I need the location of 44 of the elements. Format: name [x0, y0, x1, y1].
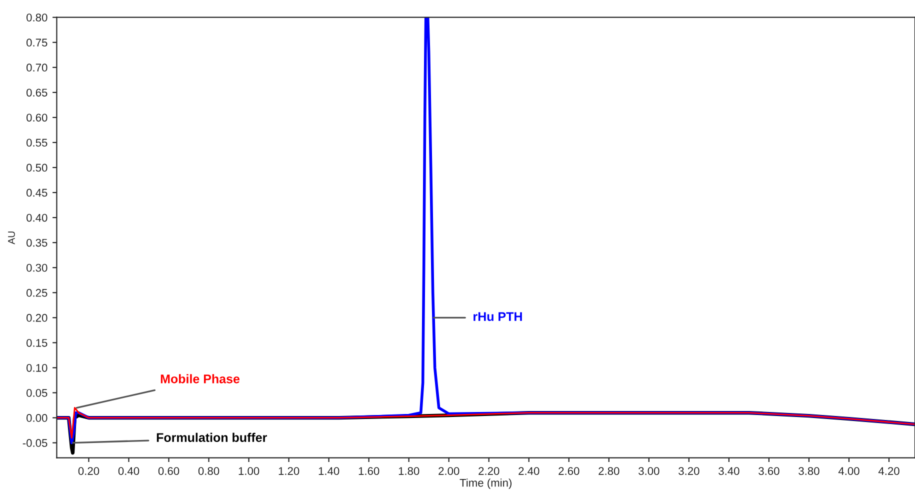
y-tick-label: -0.05 — [22, 439, 48, 447]
y-tick-label: 0.05 — [26, 389, 48, 397]
x-tick-label: 0.60 — [158, 467, 180, 475]
y-tick-label: 0.10 — [26, 364, 48, 372]
x-axis-title: Time (min) — [460, 478, 512, 489]
y-tick-label: 0.30 — [26, 264, 48, 272]
y-tick-label: 0.45 — [26, 188, 48, 197]
x-tick-label: 3.60 — [758, 467, 780, 475]
y-tick-label: 0.70 — [26, 64, 48, 72]
x-tick-label: 4.20 — [878, 467, 900, 475]
annotation: Formulation buffer — [156, 432, 267, 442]
x-tick-label: 3.00 — [638, 467, 660, 475]
annotation: Mobile Phase — [160, 374, 240, 384]
x-tick-label: 1.40 — [318, 467, 340, 475]
x-tick-label: 4.00 — [838, 467, 860, 475]
x-tick-label: 0.80 — [198, 467, 220, 475]
y-tick-label: 0.65 — [26, 88, 48, 97]
y-tick-label: 0.35 — [26, 238, 48, 247]
y-tick-label: 0.40 — [26, 214, 48, 222]
x-tick-label: 0.40 — [118, 467, 140, 475]
annotation: rHu PTH — [474, 312, 522, 322]
x-tick-label: 3.40 — [718, 467, 740, 475]
y-tick-label: 0.50 — [26, 164, 48, 172]
y-tick-label: 0.15 — [26, 338, 48, 347]
x-tick-label: 2.80 — [598, 467, 620, 475]
y-tick-label: 0.00 — [26, 414, 48, 422]
x-tick-label: 2.00 — [438, 467, 460, 475]
x-tick-label: 3.20 — [678, 467, 700, 475]
x-tick-label: 2.20 — [478, 467, 500, 475]
y-tick-label: 0.55 — [26, 138, 48, 147]
y-tick-label: 0.75 — [26, 38, 48, 47]
x-tick-label: 1.00 — [238, 467, 260, 475]
x-tick-label: 0.20 — [78, 467, 100, 475]
x-tick-label: 1.20 — [278, 467, 300, 475]
y-tick-label: 0.80 — [26, 14, 48, 22]
x-tick-label: 1.60 — [358, 467, 380, 475]
x-tick-label: 3.80 — [798, 467, 820, 475]
x-tick-label: 2.60 — [558, 467, 580, 475]
y-tick-label: 0.25 — [26, 288, 48, 297]
y-tick-label: 0.60 — [26, 114, 48, 122]
y-tick-label: 0.20 — [26, 314, 48, 322]
x-tick-label: 2.40 — [518, 467, 540, 475]
x-tick-label: 1.80 — [398, 467, 420, 475]
y-axis-title: AU — [8, 232, 15, 244]
